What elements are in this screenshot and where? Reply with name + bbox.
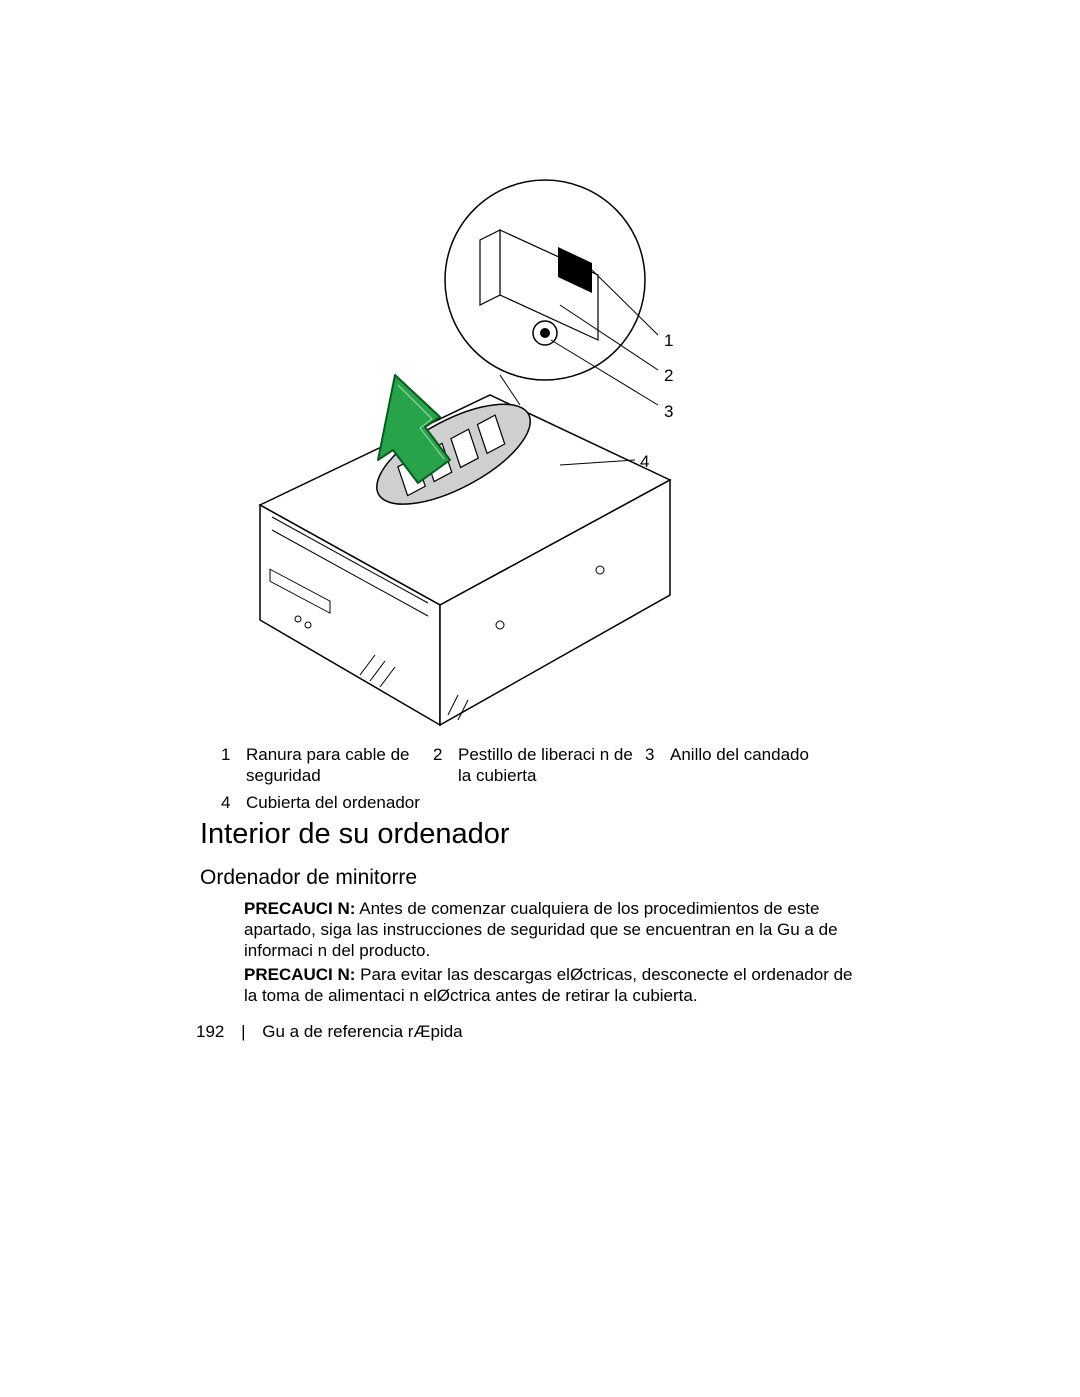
- caution-label-2: PRECAUCI N:: [244, 965, 355, 984]
- section-subheading: Ordenador de minitorre: [200, 866, 417, 890]
- para1-e: ncuentran en la: [655, 920, 772, 939]
- footer-title: Gu a de referencia rÆpida: [262, 1022, 462, 1042]
- legend-num-3: 3: [644, 743, 669, 791]
- para1-b: de los: [594, 899, 644, 918]
- page-footer: 192 | Gu a de referencia rÆpida: [196, 1022, 463, 1042]
- table-row: 1 Ranura para cable de seguridad 2 Pesti…: [220, 743, 856, 791]
- footer-separator: |: [241, 1022, 245, 1042]
- computer-diagram: [200, 175, 700, 735]
- callout-4: 4: [640, 452, 649, 472]
- legend-text-1: Ranura para cable de seguridad: [245, 743, 432, 791]
- legend-text-3: Anillo del candado: [669, 743, 856, 791]
- legend-num-1: 1: [220, 743, 245, 791]
- caution-label-1: PRECAUCI N:: [244, 899, 355, 918]
- page-root: 1 2 3 4 1 Ranura para cable de seguridad…: [0, 0, 1080, 1397]
- caution-paragraph-2: PRECAUCI N: Para evitar las descargas el…: [244, 964, 864, 1006]
- callout-3: 3: [664, 402, 673, 422]
- legend-text-4: Cubierta del ordenador: [245, 791, 856, 817]
- para1-tail: .: [425, 941, 430, 960]
- section-heading: Interior de su ordenador: [200, 818, 510, 851]
- para2-b: Øctr: [570, 965, 602, 984]
- page-number: 192: [196, 1022, 224, 1042]
- legend-table: 1 Ranura para cable de seguridad 2 Pesti…: [220, 743, 880, 817]
- para2-d: Øctrica: [437, 986, 491, 1005]
- para1-d: seguridad que se e: [506, 920, 655, 939]
- para2-e: antes de retirar la cubierta.: [491, 986, 698, 1005]
- table-row: 4 Cubierta del ordenador: [220, 791, 856, 817]
- legend-num-4: 4: [220, 791, 245, 817]
- para2-a: Para evitar las descargas el: [355, 965, 570, 984]
- callout-2: 2: [664, 366, 673, 386]
- legend-text-2: Pestillo de liberaci n de la cubierta: [457, 743, 644, 791]
- caution-paragraph-1: PRECAUCI N: Antes de comenzar cualquiera…: [244, 898, 844, 961]
- para1-a: Antes de comenzar cualquiera: [355, 899, 593, 918]
- legend-num-2: 2: [432, 743, 457, 791]
- callout-1: 1: [664, 331, 673, 351]
